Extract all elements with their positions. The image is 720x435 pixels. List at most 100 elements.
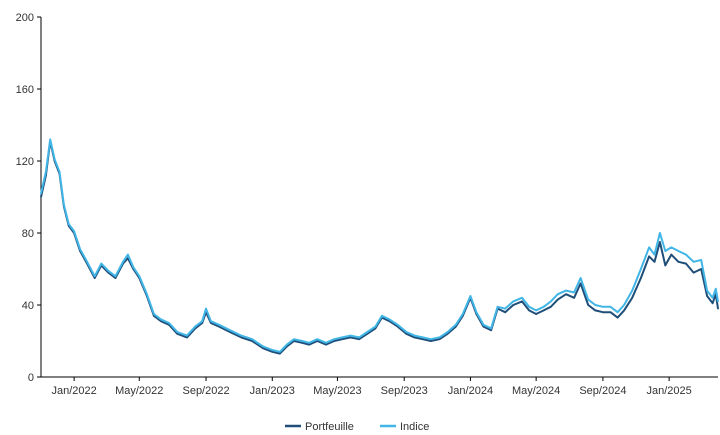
data-point bbox=[210, 320, 212, 323]
data-point bbox=[462, 313, 464, 315]
data-point bbox=[670, 246, 673, 249]
data-point bbox=[58, 171, 61, 173]
data-point bbox=[100, 262, 103, 265]
data-point bbox=[107, 270, 110, 272]
data-point bbox=[700, 259, 702, 261]
data-point bbox=[333, 338, 336, 341]
legend-label: Portfeuille bbox=[305, 421, 354, 433]
data-point bbox=[93, 275, 96, 278]
data-point bbox=[262, 345, 264, 348]
data-point bbox=[45, 171, 47, 173]
data-point bbox=[49, 138, 51, 141]
data-point bbox=[717, 307, 719, 310]
data-point bbox=[648, 246, 650, 249]
data-point bbox=[711, 297, 714, 299]
axes: 0 40 80 120 160 200 Jan/2022 May/2022 Sep/2022 Ja… bbox=[16, 12, 718, 397]
data-point bbox=[535, 309, 537, 312]
y-tick-label: 200 bbox=[16, 12, 34, 24]
data-point bbox=[186, 336, 188, 339]
data-point bbox=[79, 248, 81, 250]
data-point bbox=[374, 325, 377, 328]
data-point bbox=[194, 325, 196, 328]
data-point bbox=[640, 268, 642, 270]
data-point bbox=[127, 253, 129, 256]
data-point bbox=[67, 223, 70, 225]
data-point bbox=[528, 306, 530, 308]
data-point bbox=[587, 298, 589, 301]
data-point bbox=[653, 253, 656, 256]
data-point bbox=[711, 302, 714, 305]
data-point bbox=[160, 318, 162, 321]
data-point bbox=[557, 298, 559, 301]
y-tick-label: 120 bbox=[16, 156, 34, 168]
data-point bbox=[316, 340, 319, 342]
data-point bbox=[308, 342, 311, 344]
data-point bbox=[587, 304, 589, 306]
x-tick-label: Jan/2025 bbox=[647, 385, 692, 397]
data-point bbox=[664, 264, 667, 267]
data-point bbox=[504, 307, 507, 310]
data-point bbox=[240, 334, 243, 337]
x-tick-label: Sep/2024 bbox=[579, 385, 626, 397]
data-point bbox=[53, 158, 56, 160]
legend-item: Indice bbox=[380, 421, 429, 433]
data-point bbox=[176, 333, 179, 335]
data-point bbox=[349, 336, 352, 339]
data-point bbox=[93, 277, 96, 279]
data-point bbox=[685, 262, 687, 265]
data-point bbox=[623, 304, 625, 306]
data-point bbox=[648, 255, 650, 258]
data-point bbox=[279, 351, 281, 353]
data-point bbox=[396, 324, 399, 326]
data-point bbox=[455, 324, 457, 326]
series-0 bbox=[40, 140, 719, 355]
data-point bbox=[388, 318, 391, 321]
data-point bbox=[40, 192, 42, 195]
data-point bbox=[271, 349, 274, 351]
legend-item: Portfeuille bbox=[285, 421, 354, 433]
data-point bbox=[482, 324, 485, 326]
data-point bbox=[594, 309, 597, 312]
data-point bbox=[308, 343, 311, 346]
data-point bbox=[490, 329, 492, 332]
data-point bbox=[405, 331, 408, 333]
data-point bbox=[579, 282, 582, 285]
data-point bbox=[565, 293, 567, 296]
x-tick-label: Sep/2023 bbox=[381, 385, 428, 397]
data-point bbox=[542, 306, 545, 308]
data-point bbox=[240, 336, 243, 339]
data-point bbox=[168, 322, 170, 324]
data-point bbox=[446, 331, 449, 333]
data-point bbox=[685, 253, 687, 256]
data-point bbox=[521, 297, 523, 299]
data-point bbox=[218, 324, 220, 326]
data-point bbox=[557, 293, 559, 296]
data-point bbox=[229, 331, 231, 333]
data-point bbox=[631, 289, 633, 292]
data-point bbox=[262, 347, 264, 350]
data-point bbox=[122, 261, 124, 263]
data-point bbox=[692, 261, 695, 263]
data-point bbox=[700, 268, 702, 270]
data-point bbox=[341, 336, 344, 339]
data-point bbox=[333, 340, 336, 342]
data-point bbox=[413, 336, 416, 339]
y-tick-label: 40 bbox=[22, 300, 34, 312]
data-point bbox=[325, 342, 327, 344]
data-point bbox=[114, 277, 117, 279]
data-point bbox=[40, 196, 42, 198]
data-point bbox=[279, 352, 281, 355]
data-point bbox=[573, 291, 575, 294]
data-point bbox=[271, 351, 274, 353]
data-point bbox=[358, 336, 360, 339]
data-point bbox=[366, 331, 369, 333]
data-point bbox=[63, 203, 65, 205]
data-point bbox=[358, 338, 360, 341]
data-point bbox=[602, 311, 604, 314]
data-point bbox=[229, 329, 231, 332]
data-point bbox=[132, 266, 135, 269]
data-point bbox=[602, 306, 604, 308]
data-point bbox=[293, 338, 295, 341]
data-point bbox=[640, 277, 642, 279]
data-point bbox=[706, 295, 708, 297]
